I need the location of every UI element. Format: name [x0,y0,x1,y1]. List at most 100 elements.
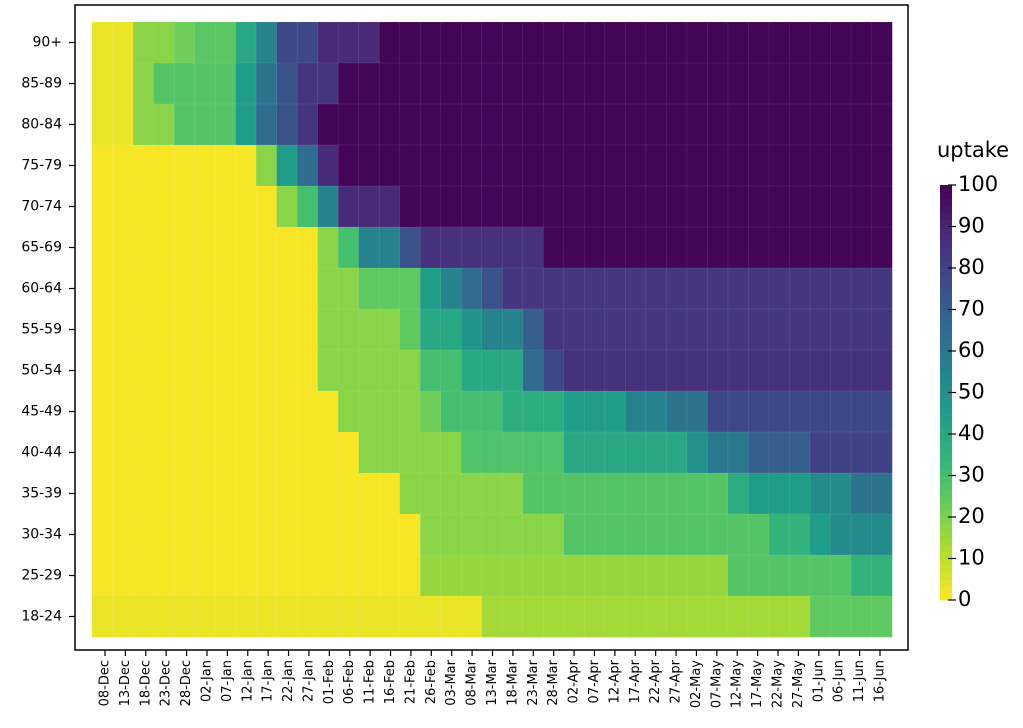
colorbar-tick-label: 90 [958,214,985,238]
heat-cell [112,103,134,146]
colorbar-segment [940,385,952,393]
heat-cell [645,62,667,105]
heat-cell [235,308,257,351]
heat-cell [748,226,770,269]
heat-cell [748,267,770,310]
heat-cell [112,144,134,187]
x-tick-label: 27-May [791,660,806,708]
heat-cell [850,226,873,269]
heat-cell [768,267,791,310]
heat-cell [727,390,750,433]
heat-cell [460,595,483,638]
heat-cell [542,554,565,597]
heat-cell [194,103,216,146]
heat-cell [460,103,483,146]
heat-cell [727,144,750,187]
heat-cell [255,144,278,187]
heat-cell [707,62,729,105]
heat-cell [112,513,134,556]
colorbar-segment [940,261,952,269]
heat-cell [358,267,380,310]
heat-cell [809,21,832,64]
colorbar-segment [940,434,952,442]
heat-cell [850,62,873,105]
colorbar-segment [940,579,952,587]
heat-cell [686,472,708,515]
heat-cell [563,431,585,474]
heat-cell [666,554,688,597]
heat-cell [584,308,606,351]
colorbar-segment [940,191,952,200]
heat-cell [132,144,155,187]
heat-cell [789,185,811,228]
heat-cell [235,185,257,228]
heat-cell [686,21,708,64]
x-tick-label: 16-Feb [383,660,398,704]
heat-cell [809,472,832,515]
heat-cell [317,185,339,228]
heat-cell [850,308,873,351]
colorbar-segment [940,510,952,518]
heat-cell [707,226,729,269]
heat-cell [112,226,134,269]
heat-cell [501,595,524,638]
heat-cell [686,431,708,474]
heat-cell [378,513,401,556]
colorbar-tick-label: 100 [958,172,998,196]
x-tick-label: 01-Jun [811,660,826,702]
heat-cell [645,595,667,638]
heat-cell [460,144,483,187]
heat-cell [645,308,667,351]
heat-cell [686,62,708,105]
heat-cell [625,62,647,105]
heat-cell [604,431,626,474]
heat-cell [522,267,544,310]
colorbar-segment [940,337,952,345]
heat-cell [276,144,298,187]
colorbar-segment [940,503,952,511]
heat-cell [522,226,544,269]
heat-cell [419,103,442,146]
x-tick-label: 06-Jun [832,660,847,702]
heat-cell [625,472,647,515]
heat-cell [296,267,319,310]
heat-cell [768,103,791,146]
x-tick-label: 02-Apr [567,659,582,703]
heat-cell [460,62,483,105]
colorbar-segment [940,551,952,559]
heat-cell [481,103,503,146]
heat-cell [440,21,462,64]
heat-cell [481,21,503,64]
heat-cell [481,431,503,474]
heat-cell [666,185,688,228]
heat-cell [481,390,503,433]
heat-cell [255,472,278,515]
heat-cell [276,267,298,310]
heat-cell [666,103,688,146]
heat-cell [235,472,257,515]
heat-cell [440,103,462,146]
heat-cell [255,62,278,105]
heat-cell [378,595,401,638]
heat-cell [604,103,626,146]
heat-cell [419,62,442,105]
x-tick-label: 18-Mar [505,659,520,705]
heat-cell [194,595,216,638]
heat-cell [194,472,216,515]
heat-cell [604,513,626,556]
colorbar-tick-label: 40 [958,421,985,445]
heat-cell [768,390,791,433]
heat-cell [358,21,380,64]
heat-cell [235,144,257,187]
heat-cell [522,21,544,64]
heat-cell [419,595,442,638]
heat-cell [317,431,339,474]
x-tick-label: 07-Apr [587,659,602,703]
heat-cell [91,308,114,351]
heat-cell [501,349,524,392]
heat-cell [542,308,565,351]
heat-cell [645,144,667,187]
heat-cell [748,431,770,474]
heat-cell [727,513,750,556]
heat-cell [871,349,893,392]
